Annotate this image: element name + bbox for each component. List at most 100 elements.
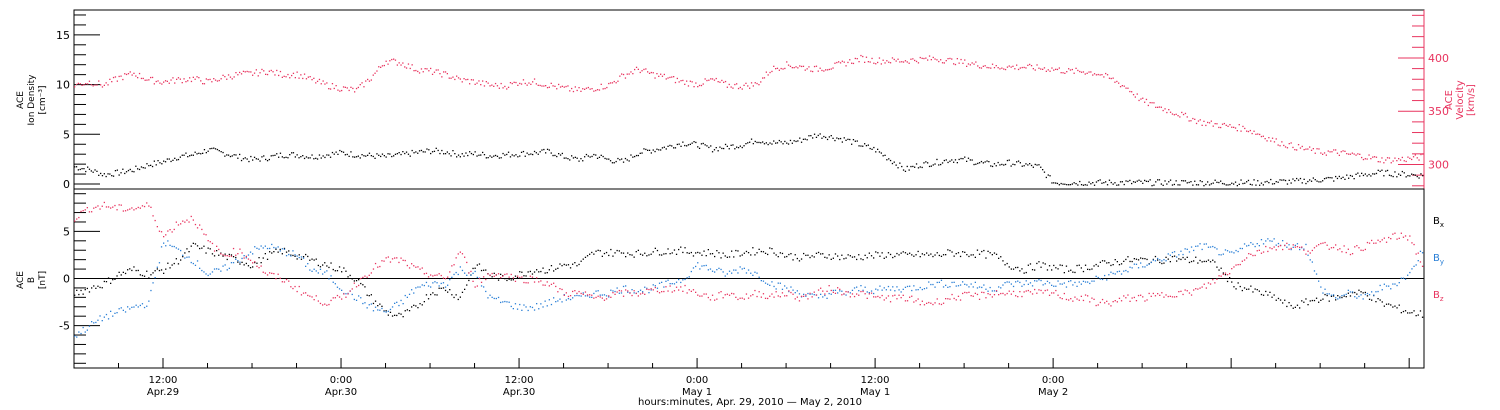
velocity-point (849, 59, 851, 61)
density-point (87, 166, 89, 168)
velocity-point (1398, 158, 1400, 160)
velocity-point (1349, 153, 1352, 155)
field-point-bz (508, 276, 510, 278)
field-point-bx (421, 304, 423, 306)
velocity-point (1008, 65, 1010, 67)
field-point-by (970, 283, 972, 285)
velocity-point (1379, 161, 1381, 163)
field-point-by (391, 306, 394, 308)
density-point (585, 153, 588, 156)
field-point-bz (985, 297, 987, 299)
field-point-bz (1379, 241, 1381, 243)
date-tick-label: May 1 (860, 387, 890, 398)
density-point (240, 159, 243, 162)
velocity-point (834, 62, 836, 64)
field-point-bx (300, 258, 303, 260)
velocity-point (1127, 87, 1129, 89)
density-point (396, 153, 398, 155)
density-point (574, 156, 576, 158)
velocity-point (463, 78, 465, 80)
field-point-bx (930, 253, 932, 255)
field-point-bz (714, 299, 716, 301)
density-point (252, 159, 254, 161)
field-point-bz (1246, 257, 1248, 259)
density-point (179, 156, 181, 158)
velocity-point (1364, 158, 1366, 160)
field-point-bx (370, 294, 372, 296)
field-point-by (538, 308, 540, 310)
density-point (819, 133, 821, 135)
field-point-bx (1004, 264, 1006, 266)
density-point (537, 153, 539, 155)
velocity-point (695, 82, 697, 84)
field-point-bz (1099, 301, 1101, 304)
density-point (341, 150, 343, 153)
density-point (991, 165, 994, 168)
density-point (643, 148, 645, 150)
field-point-bx (1379, 299, 1381, 301)
field-point-by (1152, 259, 1154, 261)
velocity-point (812, 70, 814, 73)
density-point (1164, 180, 1166, 182)
field-point-bz (1288, 248, 1290, 250)
field-point-by (1392, 283, 1394, 285)
field-point-bz (154, 219, 156, 222)
density-point (678, 143, 680, 145)
field-point-bx (1390, 304, 1392, 306)
field-point-by (1097, 276, 1099, 279)
density-point (871, 148, 873, 150)
field-point-by (150, 289, 152, 292)
field-point-bz (326, 304, 328, 306)
field-point-bx (741, 254, 743, 256)
field-point-bx (105, 281, 108, 283)
velocity-point (459, 78, 461, 80)
field-point-bz (1195, 288, 1197, 290)
field-point-bz (78, 216, 80, 219)
density-point (1049, 175, 1051, 177)
velocity-point (826, 69, 829, 71)
field-point-by (858, 290, 860, 292)
field-point-bz (1197, 288, 1199, 290)
velocity-point (302, 77, 304, 80)
velocity-point (124, 73, 126, 75)
density-point (1077, 184, 1079, 186)
field-point-bz (1093, 298, 1095, 300)
field-point-bz (1178, 291, 1180, 293)
field-point-bx (186, 248, 188, 250)
field-point-bz (597, 295, 599, 297)
field-point-bx (1063, 272, 1065, 274)
density-point (988, 161, 990, 163)
velocity-point (756, 82, 758, 85)
field-point-by (735, 269, 737, 271)
field-point-bx (1209, 261, 1212, 263)
field-point-bz (1216, 278, 1218, 280)
field-point-bz (642, 292, 644, 294)
density-point (954, 159, 957, 161)
velocity-point (1027, 64, 1029, 66)
density-point (528, 153, 530, 156)
velocity-point (1277, 144, 1279, 146)
field-point-bx (724, 255, 726, 257)
field-point-bz (1360, 249, 1362, 251)
field-point-bz (995, 290, 998, 292)
velocity-point (1309, 146, 1311, 148)
field-point-bz (1087, 295, 1089, 297)
density-point (669, 144, 671, 147)
field-point-bx (302, 256, 305, 258)
field-point-by (228, 267, 230, 269)
field-point-bz (610, 296, 612, 298)
field-point-bz (926, 302, 928, 304)
density-point (986, 160, 988, 162)
density-point (750, 138, 753, 140)
field-point-bz (105, 206, 108, 208)
field-point-by (1315, 273, 1318, 275)
field-point-bx (1411, 312, 1413, 314)
velocity-point (148, 79, 150, 81)
velocity-point (291, 74, 293, 77)
density-point (1021, 165, 1023, 167)
field-point-bz (595, 296, 597, 299)
velocity-point (1084, 73, 1086, 75)
field-point-bx (538, 271, 540, 273)
field-point-bx (512, 279, 514, 281)
field-point-by (856, 286, 858, 288)
